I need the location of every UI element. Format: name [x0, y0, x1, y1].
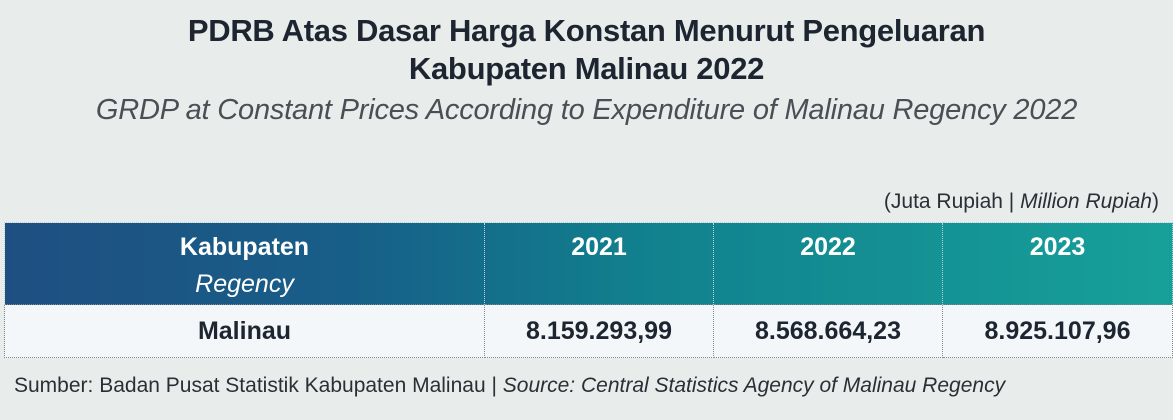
unit-label-en: Million Rupiah	[1020, 190, 1152, 213]
cell-value-2022: 8.568.664,23	[713, 304, 943, 358]
page-title-line1: PDRB Atas Dasar Harga Konstan Menurut Pe…	[187, 13, 986, 48]
page-title-line2: Kabupaten Malinau 2022	[408, 51, 765, 86]
table-body: Malinau 8.159.293,99 8.568.664,23 8.925.…	[4, 304, 1173, 358]
header-regency-id: Kabupaten	[179, 233, 310, 261]
header-regency: Kabupaten Regency	[4, 222, 485, 305]
page-title-english: GRDP at Constant Prices According to Exp…	[95, 94, 1078, 126]
source-note: Sumber: Badan Pusat Statistik Kabupaten …	[14, 374, 1005, 398]
cell-value-2023: 8.925.107,96	[942, 304, 1173, 358]
unit-label-close: )	[1152, 190, 1159, 213]
table-header: Kabupaten Regency 2021 2022 2023	[4, 222, 1173, 305]
header-year-2023: 2023	[942, 222, 1173, 305]
unit-label: (Juta Rupiah | Million Rupiah)	[884, 190, 1159, 214]
table-row: Malinau 8.159.293,99 8.568.664,23 8.925.…	[4, 304, 1173, 358]
cell-regency: Malinau	[4, 304, 485, 358]
source-note-id: Sumber: Badan Pusat Statistik Kabupaten …	[14, 374, 497, 397]
unit-label-id: (Juta Rupiah |	[883, 190, 1015, 213]
table-header-row: Kabupaten Regency 2021 2022 2023	[4, 222, 1173, 305]
source-note-en: Source: Central Statistics Agency of Mal…	[502, 374, 1006, 397]
header-year-2021: 2021	[484, 222, 714, 305]
cell-value-2021: 8.159.293,99	[484, 304, 714, 358]
header-regency-en: Regency	[195, 270, 294, 298]
title-block: PDRB Atas Dasar Harga Konstan Menurut Pe…	[0, 12, 1173, 128]
header-year-2022: 2022	[713, 222, 943, 305]
grdp-table: Kabupaten Regency 2021 2022 2023 Malinau…	[4, 222, 1173, 358]
